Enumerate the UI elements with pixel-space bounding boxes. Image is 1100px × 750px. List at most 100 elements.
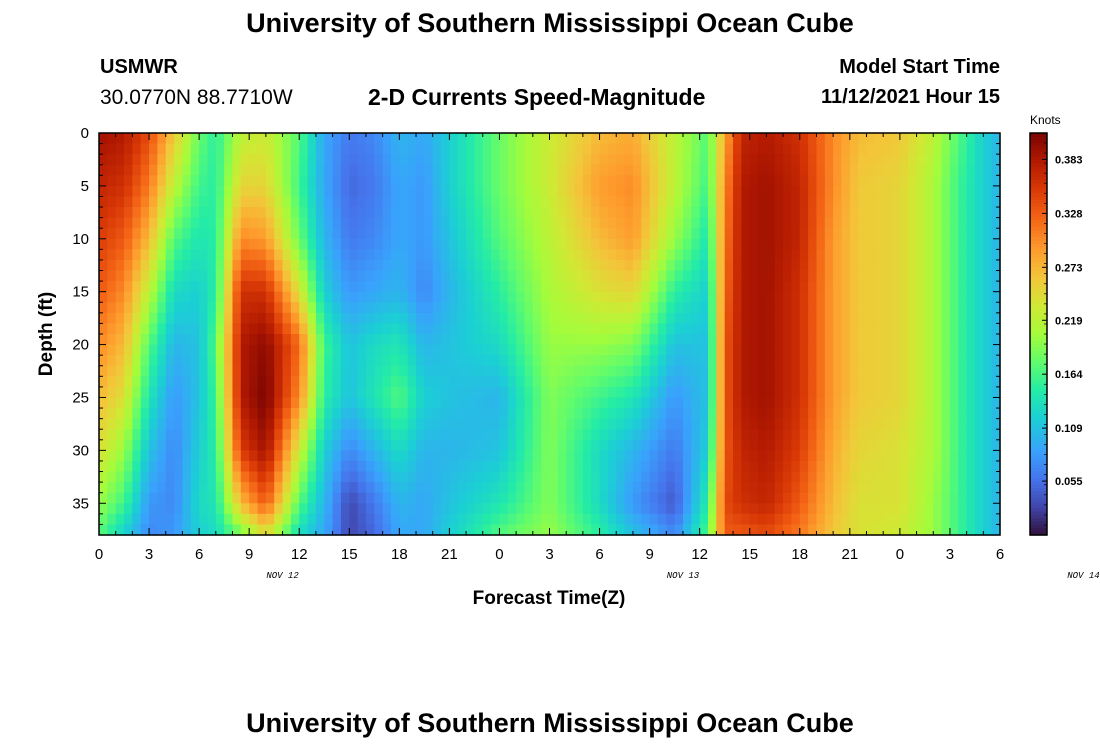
heatmap-cell [282,513,292,526]
heatmap-cell [516,143,526,155]
heatmap-cell [649,228,659,240]
heatmap-cell [924,513,934,526]
heatmap-cell [199,386,209,399]
heatmap-cell [791,503,801,515]
heatmap-cell [632,312,642,325]
heatmap-cell [883,259,893,272]
heatmap-cell [983,503,993,515]
heatmap-cell [257,185,267,198]
heatmap-cell [716,460,726,473]
heatmap-cell [632,154,642,166]
colorbar-segment [1030,250,1047,255]
heatmap-cell [474,164,484,176]
heatmap-cell [466,281,476,293]
heatmap-cell [616,376,626,388]
heatmap-cell [107,524,117,536]
heatmap-cell [307,249,317,261]
heatmap-cell [115,344,125,356]
heatmap-cell [215,471,225,483]
heatmap-cell [758,450,767,462]
heatmap-cell [232,175,242,187]
heatmap-cell [140,386,150,399]
heatmap-cell [899,492,909,504]
heatmap-cell [966,185,976,198]
heatmap-cell [791,524,801,536]
heatmap-cell [541,355,551,367]
heatmap-cell [883,482,893,494]
heatmap-cell [374,397,384,409]
heatmap-cell [716,323,726,335]
heatmap-cell [324,524,334,536]
heatmap-cell [449,291,459,303]
heatmap-cell [132,513,142,526]
heatmap-cell [557,471,567,483]
heatmap-cell [249,365,259,377]
heatmap-cell [566,482,576,494]
heatmap-cell [507,196,517,208]
heatmap-cell [149,291,158,303]
heatmap-cell [516,207,526,219]
heatmap-cell [190,344,200,356]
heatmap-cell [124,323,133,335]
heatmap-cell [315,439,325,451]
heatmap-cell [783,217,793,229]
heatmap-cell [491,291,501,303]
heatmap-cell [449,344,459,356]
heatmap-cell [699,185,709,198]
heatmap-cell [766,196,776,208]
heatmap-cell [491,196,501,208]
heatmap-cell [516,334,526,346]
heatmap-cell [299,344,309,356]
heatmap-cell [207,344,217,356]
heatmap-cell [249,397,259,409]
heatmap-cell [516,302,526,314]
heatmap-cell [682,133,692,145]
heatmap-cell [808,164,818,176]
heatmap-cell [891,196,901,208]
heatmap-cell [290,281,300,293]
heatmap-cell [824,175,834,187]
heatmap-cell [599,291,609,303]
heatmap-cell [390,175,400,187]
heatmap-cell [541,386,551,399]
heatmap-cell [582,408,592,420]
heatmap-cell [307,228,317,240]
heatmap-cell [507,228,517,240]
heatmap-cell [432,344,442,356]
heatmap-cell [149,397,158,409]
heatmap-cell [591,492,601,504]
heatmap-cell [224,196,234,208]
heatmap-cell [124,334,133,346]
heatmap-cell [199,450,209,462]
heatmap-cell [507,291,517,303]
heatmap-cell [365,492,375,504]
heatmap-cell [549,185,559,198]
heatmap-cell [682,164,692,176]
heatmap-cell [282,397,292,409]
heatmap-cell [616,281,626,293]
heatmap-cell [340,386,350,399]
heatmap-cell [791,154,801,166]
heatmap-cell [549,365,559,377]
colorbar-segment [1030,320,1047,325]
heatmap-cell [783,503,793,515]
heatmap-cell [382,492,392,504]
heatmap-cell [265,185,275,198]
heatmap-cell [766,429,776,441]
heatmap-cell [716,217,726,229]
heatmap-cell [140,312,150,325]
heatmap-cell [616,460,626,473]
heatmap-cell [374,408,384,420]
heatmap-cell [232,259,242,272]
heatmap-cell [766,386,776,399]
heatmap-cell [591,323,601,335]
heatmap-cell [641,175,651,187]
heatmap-cell [866,460,876,473]
heatmap-cell [924,302,934,314]
heatmap-cell [724,334,734,346]
heatmap-cell [407,355,417,367]
colorbar-segment [1030,206,1047,211]
heatmap-cell [349,312,359,325]
heatmap-cell [199,397,209,409]
heatmap-cell [866,154,876,166]
